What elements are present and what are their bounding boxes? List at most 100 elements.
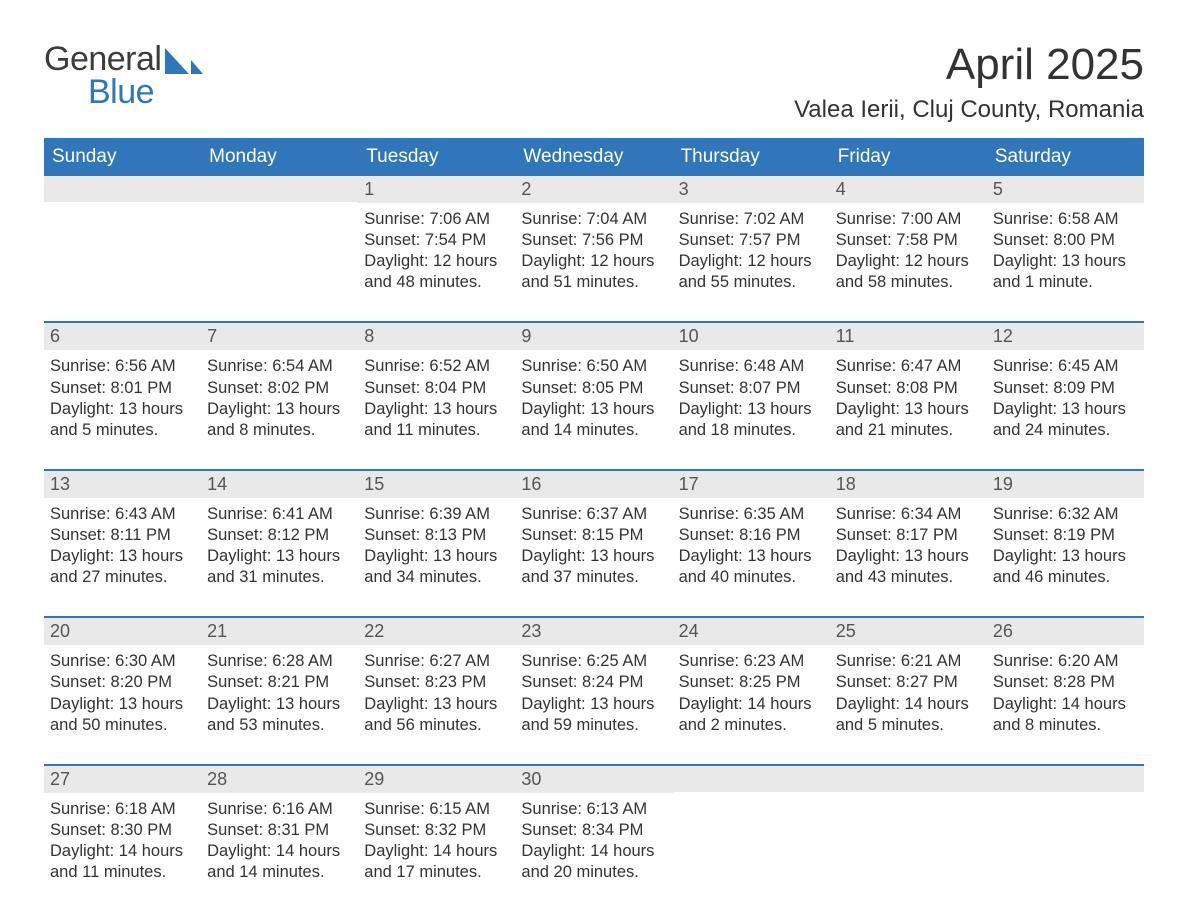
day-cell: 2Sunrise: 7:04 AMSunset: 7:56 PMDaylight… — [515, 176, 672, 321]
page-header: General Blue April 2025 Valea Ierii, Clu… — [44, 40, 1144, 124]
sunset-text: Sunset: 8:15 PM — [521, 525, 666, 546]
day-cell: 6Sunrise: 6:56 AMSunset: 8:01 PMDaylight… — [44, 323, 201, 468]
sunset-text: Sunset: 8:12 PM — [207, 525, 352, 546]
sunset-text: Sunset: 8:00 PM — [993, 230, 1138, 251]
daylight-text: Daylight: 14 hours and 20 minutes. — [521, 841, 666, 883]
day-cell: 12Sunrise: 6:45 AMSunset: 8:09 PMDayligh… — [987, 323, 1144, 468]
sunrise-text: Sunrise: 6:43 AM — [50, 504, 195, 525]
location-subtitle: Valea Ierii, Cluj County, Romania — [794, 96, 1144, 124]
day-number: 10 — [673, 323, 830, 350]
sunset-text: Sunset: 8:04 PM — [364, 378, 509, 399]
sunset-text: Sunset: 8:19 PM — [993, 525, 1138, 546]
day-details: Sunrise: 6:50 AMSunset: 8:05 PMDaylight:… — [515, 350, 672, 440]
daylight-text: Daylight: 14 hours and 2 minutes. — [679, 694, 824, 736]
sunset-text: Sunset: 8:23 PM — [364, 672, 509, 693]
daylight-text: Daylight: 13 hours and 46 minutes. — [993, 546, 1138, 588]
sunset-text: Sunset: 8:11 PM — [50, 525, 195, 546]
sunset-text: Sunset: 8:21 PM — [207, 672, 352, 693]
weekday-header-row: SundayMondayTuesdayWednesdayThursdayFrid… — [44, 138, 1144, 176]
day-details: Sunrise: 6:21 AMSunset: 8:27 PMDaylight:… — [830, 645, 987, 735]
day-details: Sunrise: 6:54 AMSunset: 8:02 PMDaylight:… — [201, 350, 358, 440]
daylight-text: Daylight: 13 hours and 24 minutes. — [993, 399, 1138, 441]
day-number: 16 — [515, 471, 672, 498]
day-details: Sunrise: 6:34 AMSunset: 8:17 PMDaylight:… — [830, 498, 987, 588]
month-title: April 2025 — [794, 40, 1144, 90]
daylight-text: Daylight: 14 hours and 5 minutes. — [836, 694, 981, 736]
daylight-text: Daylight: 13 hours and 8 minutes. — [207, 399, 352, 441]
day-cell: 29Sunrise: 6:15 AMSunset: 8:32 PMDayligh… — [358, 766, 515, 911]
day-details: Sunrise: 7:06 AMSunset: 7:54 PMDaylight:… — [358, 203, 515, 293]
day-cell: 22Sunrise: 6:27 AMSunset: 8:23 PMDayligh… — [358, 618, 515, 763]
day-details: Sunrise: 6:23 AMSunset: 8:25 PMDaylight:… — [673, 645, 830, 735]
day-cell: 20Sunrise: 6:30 AMSunset: 8:20 PMDayligh… — [44, 618, 201, 763]
day-details: Sunrise: 6:39 AMSunset: 8:13 PMDaylight:… — [358, 498, 515, 588]
day-number: 13 — [44, 471, 201, 498]
sunset-text: Sunset: 8:09 PM — [993, 378, 1138, 399]
day-cell: 13Sunrise: 6:43 AMSunset: 8:11 PMDayligh… — [44, 471, 201, 616]
weekday-header: Sunday — [44, 138, 201, 176]
sunrise-text: Sunrise: 6:56 AM — [50, 356, 195, 377]
sunrise-text: Sunrise: 6:34 AM — [836, 504, 981, 525]
day-cell: 19Sunrise: 6:32 AMSunset: 8:19 PMDayligh… — [987, 471, 1144, 616]
day-cell: 5Sunrise: 6:58 AMSunset: 8:00 PMDaylight… — [987, 176, 1144, 321]
day-cell: 25Sunrise: 6:21 AMSunset: 8:27 PMDayligh… — [830, 618, 987, 763]
calendar-body: 1Sunrise: 7:06 AMSunset: 7:54 PMDaylight… — [44, 176, 1144, 911]
day-cell: 16Sunrise: 6:37 AMSunset: 8:15 PMDayligh… — [515, 471, 672, 616]
sunset-text: Sunset: 7:54 PM — [364, 230, 509, 251]
day-cell: 11Sunrise: 6:47 AMSunset: 8:08 PMDayligh… — [830, 323, 987, 468]
daylight-text: Daylight: 13 hours and 5 minutes. — [50, 399, 195, 441]
day-details: Sunrise: 6:32 AMSunset: 8:19 PMDaylight:… — [987, 498, 1144, 588]
daylight-text: Daylight: 13 hours and 56 minutes. — [364, 694, 509, 736]
daylight-text: Daylight: 13 hours and 34 minutes. — [364, 546, 509, 588]
day-details: Sunrise: 6:35 AMSunset: 8:16 PMDaylight:… — [673, 498, 830, 588]
week-row: 27Sunrise: 6:18 AMSunset: 8:30 PMDayligh… — [44, 764, 1144, 911]
sunset-text: Sunset: 7:56 PM — [521, 230, 666, 251]
sunrise-text: Sunrise: 6:47 AM — [836, 356, 981, 377]
logo-word-blue: Blue — [88, 73, 161, 112]
sunrise-text: Sunrise: 6:27 AM — [364, 651, 509, 672]
day-details: Sunrise: 6:25 AMSunset: 8:24 PMDaylight:… — [515, 645, 672, 735]
day-number: 19 — [987, 471, 1144, 498]
day-number: 20 — [44, 618, 201, 645]
sunset-text: Sunset: 8:32 PM — [364, 820, 509, 841]
day-number: 7 — [201, 323, 358, 350]
sunset-text: Sunset: 8:07 PM — [679, 378, 824, 399]
sunrise-text: Sunrise: 6:54 AM — [207, 356, 352, 377]
sunset-text: Sunset: 8:16 PM — [679, 525, 824, 546]
day-number: 23 — [515, 618, 672, 645]
daylight-text: Daylight: 14 hours and 14 minutes. — [207, 841, 352, 883]
day-details: Sunrise: 6:28 AMSunset: 8:21 PMDaylight:… — [201, 645, 358, 735]
sunrise-text: Sunrise: 7:02 AM — [679, 209, 824, 230]
day-details: Sunrise: 6:56 AMSunset: 8:01 PMDaylight:… — [44, 350, 201, 440]
day-details: Sunrise: 6:58 AMSunset: 8:00 PMDaylight:… — [987, 203, 1144, 293]
day-details: Sunrise: 6:15 AMSunset: 8:32 PMDaylight:… — [358, 793, 515, 883]
day-cell: 9Sunrise: 6:50 AMSunset: 8:05 PMDaylight… — [515, 323, 672, 468]
weekday-header: Friday — [830, 138, 987, 176]
sunrise-text: Sunrise: 6:41 AM — [207, 504, 352, 525]
day-details: Sunrise: 6:27 AMSunset: 8:23 PMDaylight:… — [358, 645, 515, 735]
sunrise-text: Sunrise: 6:48 AM — [679, 356, 824, 377]
day-cell: 21Sunrise: 6:28 AMSunset: 8:21 PMDayligh… — [201, 618, 358, 763]
daylight-text: Daylight: 13 hours and 50 minutes. — [50, 694, 195, 736]
day-number: 14 — [201, 471, 358, 498]
day-number: 11 — [830, 323, 987, 350]
sunset-text: Sunset: 8:30 PM — [50, 820, 195, 841]
sunrise-text: Sunrise: 6:18 AM — [50, 799, 195, 820]
day-cell: 1Sunrise: 7:06 AMSunset: 7:54 PMDaylight… — [358, 176, 515, 321]
day-cell: 4Sunrise: 7:00 AMSunset: 7:58 PMDaylight… — [830, 176, 987, 321]
day-details: Sunrise: 6:37 AMSunset: 8:15 PMDaylight:… — [515, 498, 672, 588]
day-cell: 27Sunrise: 6:18 AMSunset: 8:30 PMDayligh… — [44, 766, 201, 911]
weekday-header: Wednesday — [515, 138, 672, 176]
sunset-text: Sunset: 8:28 PM — [993, 672, 1138, 693]
daylight-text: Daylight: 12 hours and 48 minutes. — [364, 251, 509, 293]
day-number — [830, 766, 987, 792]
sunrise-text: Sunrise: 6:39 AM — [364, 504, 509, 525]
day-cell — [201, 176, 358, 321]
sunrise-text: Sunrise: 6:15 AM — [364, 799, 509, 820]
daylight-text: Daylight: 14 hours and 8 minutes. — [993, 694, 1138, 736]
sunset-text: Sunset: 8:34 PM — [521, 820, 666, 841]
sunset-text: Sunset: 7:57 PM — [679, 230, 824, 251]
day-details: Sunrise: 7:04 AMSunset: 7:56 PMDaylight:… — [515, 203, 672, 293]
daylight-text: Daylight: 13 hours and 31 minutes. — [207, 546, 352, 588]
day-cell — [673, 766, 830, 911]
